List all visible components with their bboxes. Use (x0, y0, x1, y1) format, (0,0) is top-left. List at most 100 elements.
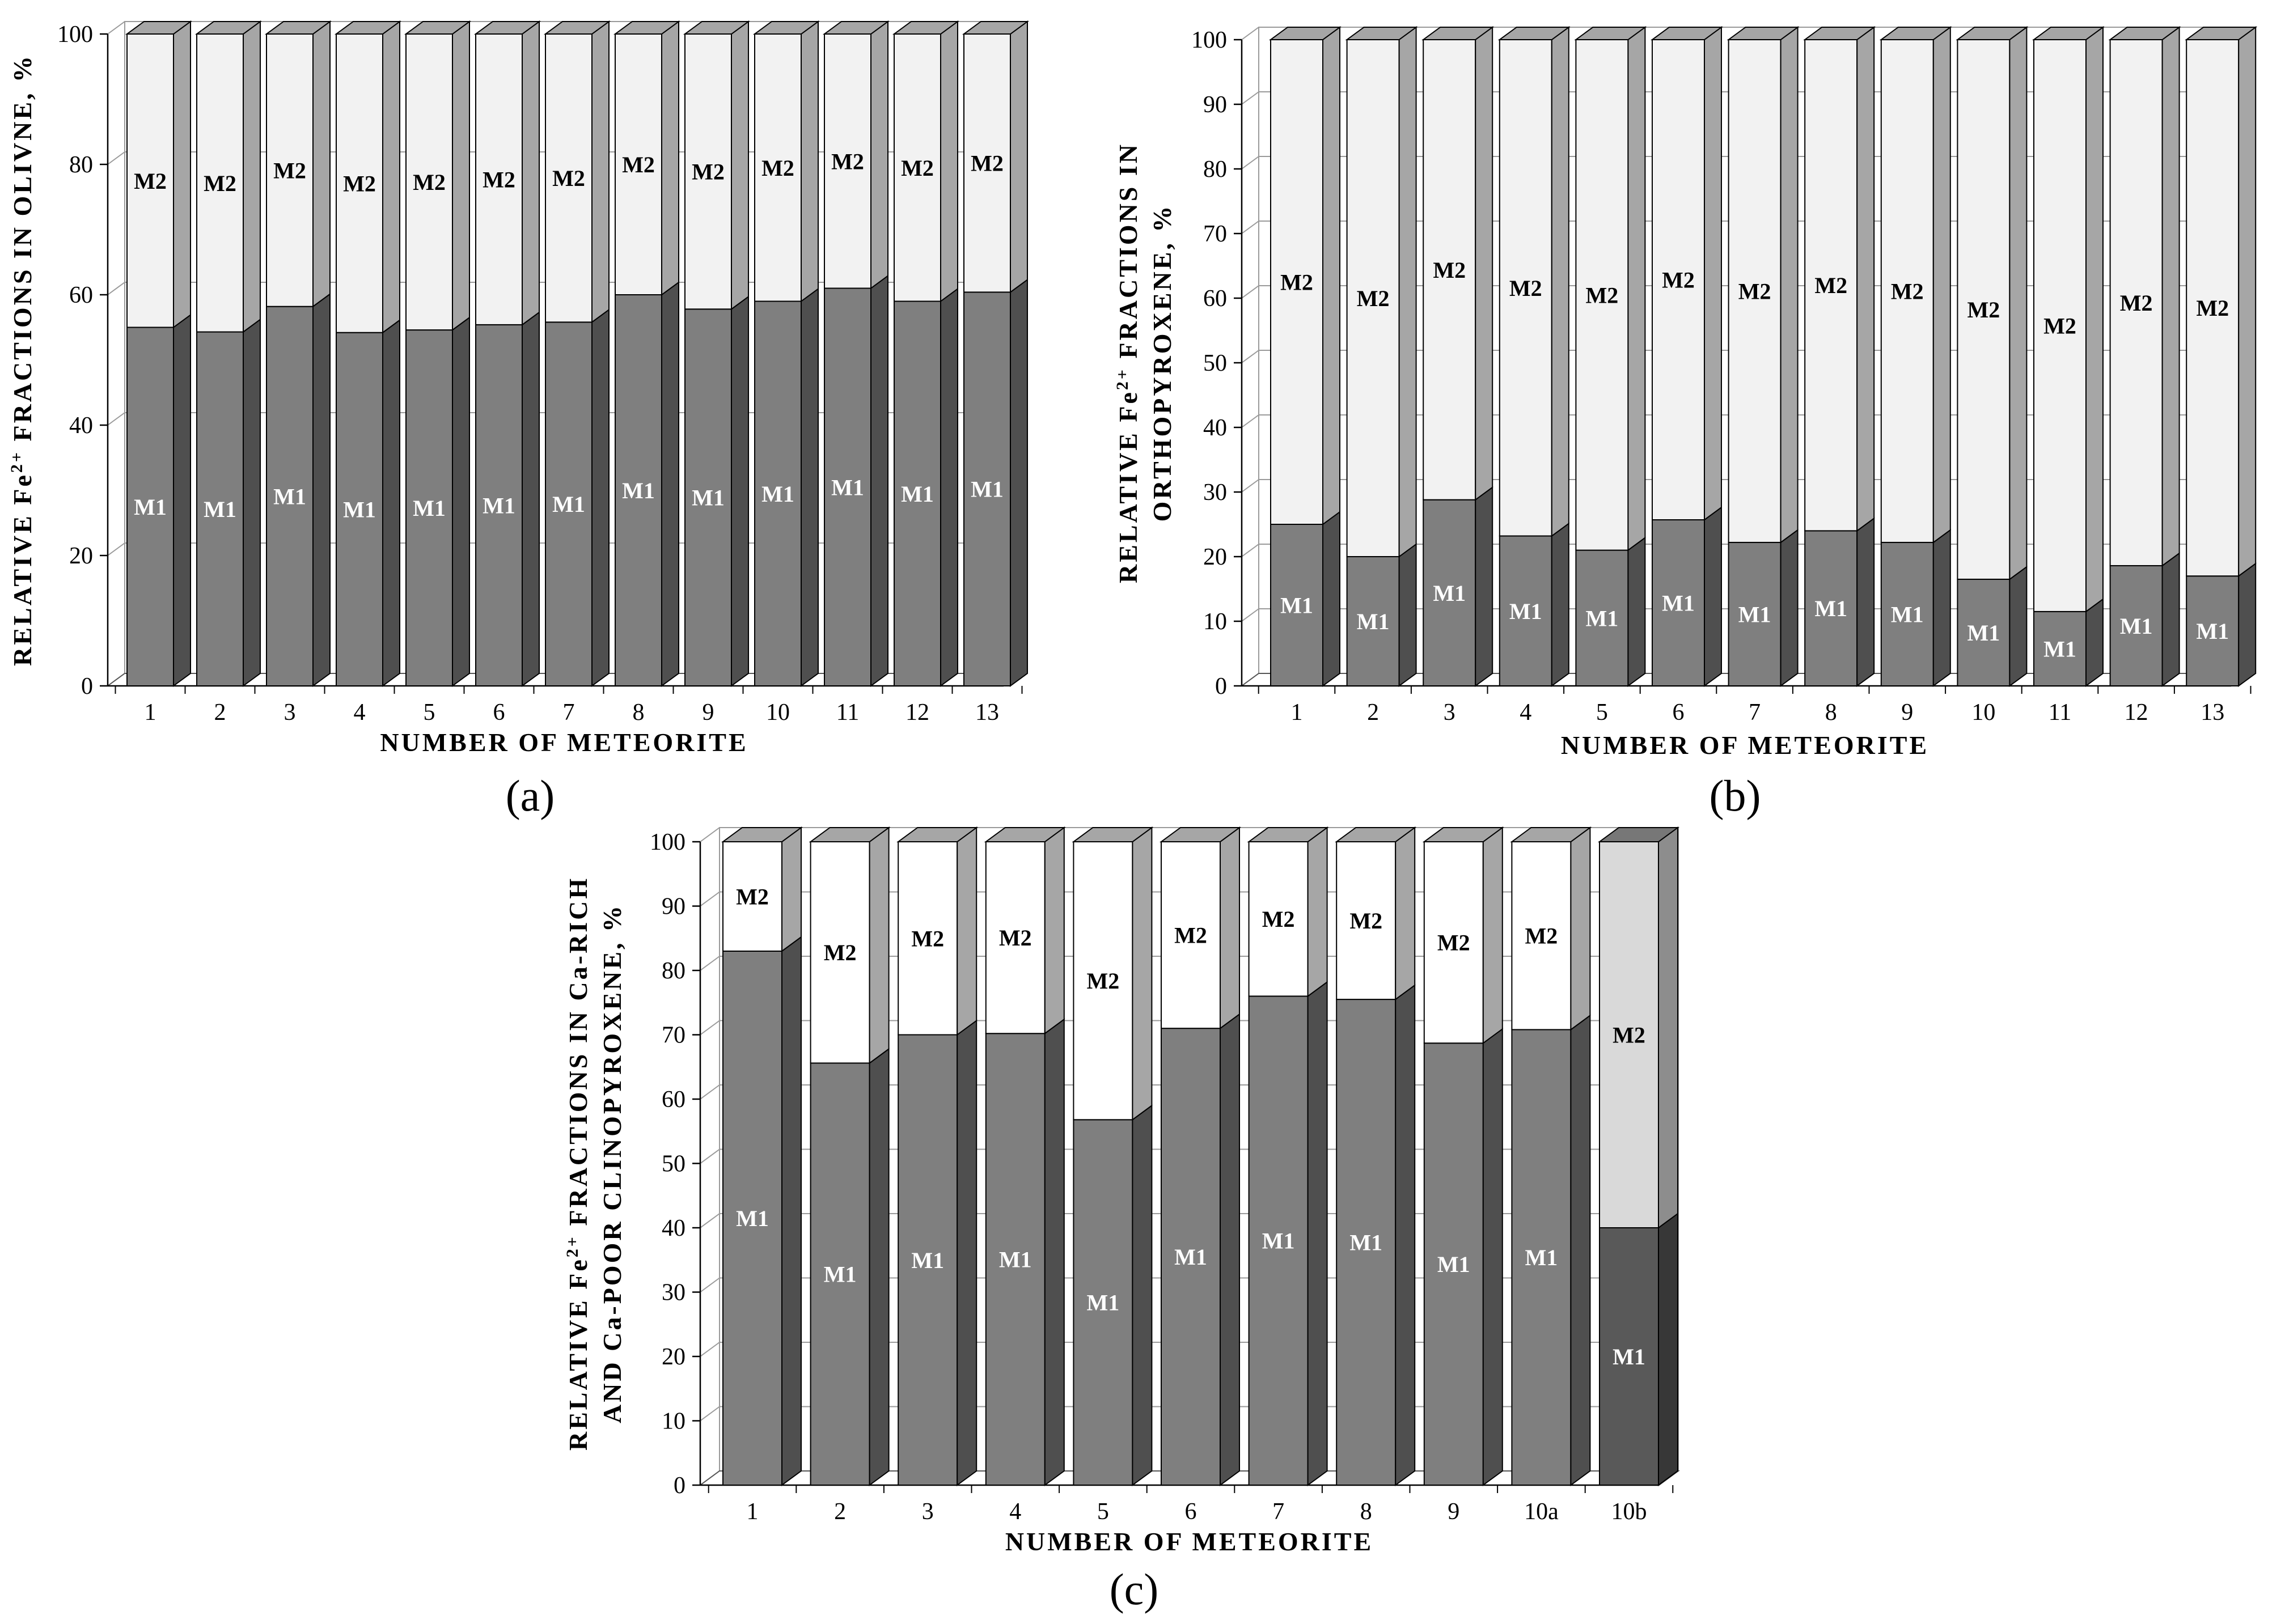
bar-stack-13: M1 M2 (962, 20, 1030, 687)
y-axis-title-line: RELATIVE Fe2+ FRACTIONS IN Ca-RICH (563, 876, 593, 1451)
bar-m1-front (824, 287, 871, 686)
bar-top-face (613, 21, 681, 35)
bar-label-m1: M1 (1967, 620, 2000, 646)
x-tick-label: 8 (633, 699, 645, 726)
bar-top-face (1072, 827, 1154, 842)
bar-label-m2: M2 (831, 149, 864, 174)
bar-m2-front (1161, 841, 1221, 1029)
bar-m2-front (1652, 39, 1705, 521)
bar-top-face (809, 827, 891, 842)
gridline-side (1241, 91, 1259, 105)
bar-label-m1: M1 (413, 495, 446, 521)
x-tick-label: 1 (747, 1499, 759, 1525)
bar-top-face (896, 827, 979, 842)
bar-top-face (1574, 27, 1647, 40)
y-tick-label: 100 (1191, 27, 1227, 53)
x-tick-label: 4 (1520, 699, 1531, 726)
bar-stack-13: M1 M2 (2185, 26, 2258, 687)
bar-m2-front (266, 33, 314, 307)
bar-m1-side (591, 308, 610, 687)
bar-m1-side (1570, 1014, 1591, 1486)
bar-m1-side (1658, 1212, 1678, 1486)
bar-m1-side (1395, 984, 1416, 1486)
bar-label-m2: M2 (1891, 278, 1924, 304)
bar-stack-12: M1 M2 (892, 20, 960, 687)
bar-label-m2: M2 (1586, 282, 1619, 308)
bar-top-face (2108, 27, 2181, 40)
bar-m1-side (1322, 511, 1340, 687)
y-tick-label: 100 (650, 829, 686, 855)
x-tick-label: 4 (354, 699, 366, 726)
panel-label: (b) (1709, 771, 1761, 820)
bar-m1-front (1423, 499, 1476, 686)
bar-m1-side (452, 316, 470, 687)
bar-stack-7: M1 M2 (1247, 826, 1329, 1486)
y-axis-title-superscript: 2+ (7, 450, 26, 473)
bar-label-m1: M1 (204, 497, 236, 522)
bar-m1-front (336, 332, 383, 686)
gridline-side (1241, 285, 1259, 299)
gridline-side (700, 1342, 720, 1357)
bar-m2-side (312, 20, 331, 308)
x-tick-label: 6 (1185, 1499, 1197, 1525)
bar-m1-side (1780, 528, 1799, 687)
bar-label-m2: M2 (413, 169, 446, 195)
bar-m1-side (2238, 562, 2257, 687)
bar-label-m2: M2 (999, 925, 1032, 951)
bar-m1-side (869, 1048, 890, 1486)
bar-m1-side (382, 319, 400, 687)
bar-m1-front (405, 329, 453, 686)
bar-top-face (822, 21, 890, 35)
gridline-side (1241, 156, 1259, 169)
bar-top-face (1159, 827, 1242, 842)
y-tick-label: 0 (674, 1473, 686, 1499)
bar-m1-front (475, 324, 523, 686)
bar-m1-front (1073, 1119, 1133, 1486)
bar-label-m2: M2 (1738, 278, 1771, 304)
y-axis-title-text: RELATIVE Fe (564, 1257, 593, 1451)
bar-m2-side (591, 20, 610, 324)
bar-stack-8: M1 M2 (1335, 826, 1417, 1486)
gridline-side (1241, 221, 1259, 234)
bar-m1-side (2085, 597, 2104, 687)
x-tick-label: 13 (975, 699, 999, 726)
y-tick-label: 60 (69, 282, 93, 308)
y-axis-title-text: FRACTIONS IN Ca-RICH (564, 876, 593, 1235)
gridline-side (1241, 27, 1259, 40)
bar-m1-side (522, 311, 540, 687)
x-tick-label: 11 (2049, 699, 2071, 726)
bar-m2-front (684, 33, 732, 310)
bar-label-m2: M2 (1087, 968, 1120, 994)
bar-m1-front (1423, 1042, 1484, 1486)
bar-m1-side (1132, 1104, 1153, 1486)
bar-label-m1: M1 (1662, 591, 1695, 616)
x-tick-label: 7 (1272, 1499, 1284, 1525)
bar-stack-6: M1 M2 (1650, 26, 1724, 687)
bar-label-m2: M2 (901, 155, 934, 181)
bar-label-m2: M2 (2196, 295, 2229, 321)
bar-stack-1: M1 M2 (1268, 26, 1342, 687)
bar-stack-2: M1 M2 (194, 20, 263, 687)
bar-m2-side (1475, 26, 1493, 501)
bar-label-m1: M1 (552, 491, 585, 517)
gridline-side (700, 827, 720, 842)
y-axis-title-line: AND Ca-POOR CLINOPYROXENE, % (598, 904, 627, 1423)
gridline-side (700, 1406, 720, 1422)
bar-label-m2: M2 (2043, 313, 2076, 338)
x-tick-label: 6 (493, 699, 505, 726)
bar-stack-4: M1 M2 (984, 826, 1066, 1486)
x-axis-title: NUMBER OF METEORITE (1561, 731, 1929, 760)
bar-m2-side (1704, 26, 1722, 521)
bar-stack-12: M1 M2 (2108, 26, 2181, 687)
bar-m2-side (1044, 826, 1065, 1035)
bar-label-m1: M1 (1087, 1290, 1120, 1316)
bar-label-m2: M2 (1437, 930, 1470, 956)
x-tick-label: 13 (2201, 699, 2224, 726)
gridline-side (700, 956, 720, 971)
bar-m2-side (173, 20, 191, 329)
bar-label-m1: M1 (1262, 1228, 1295, 1254)
bar-m2-front (1728, 39, 1782, 543)
bar-top-face (1497, 27, 1571, 40)
bar-label-m2: M2 (736, 884, 769, 909)
x-tick-label: 9 (1901, 699, 1913, 726)
